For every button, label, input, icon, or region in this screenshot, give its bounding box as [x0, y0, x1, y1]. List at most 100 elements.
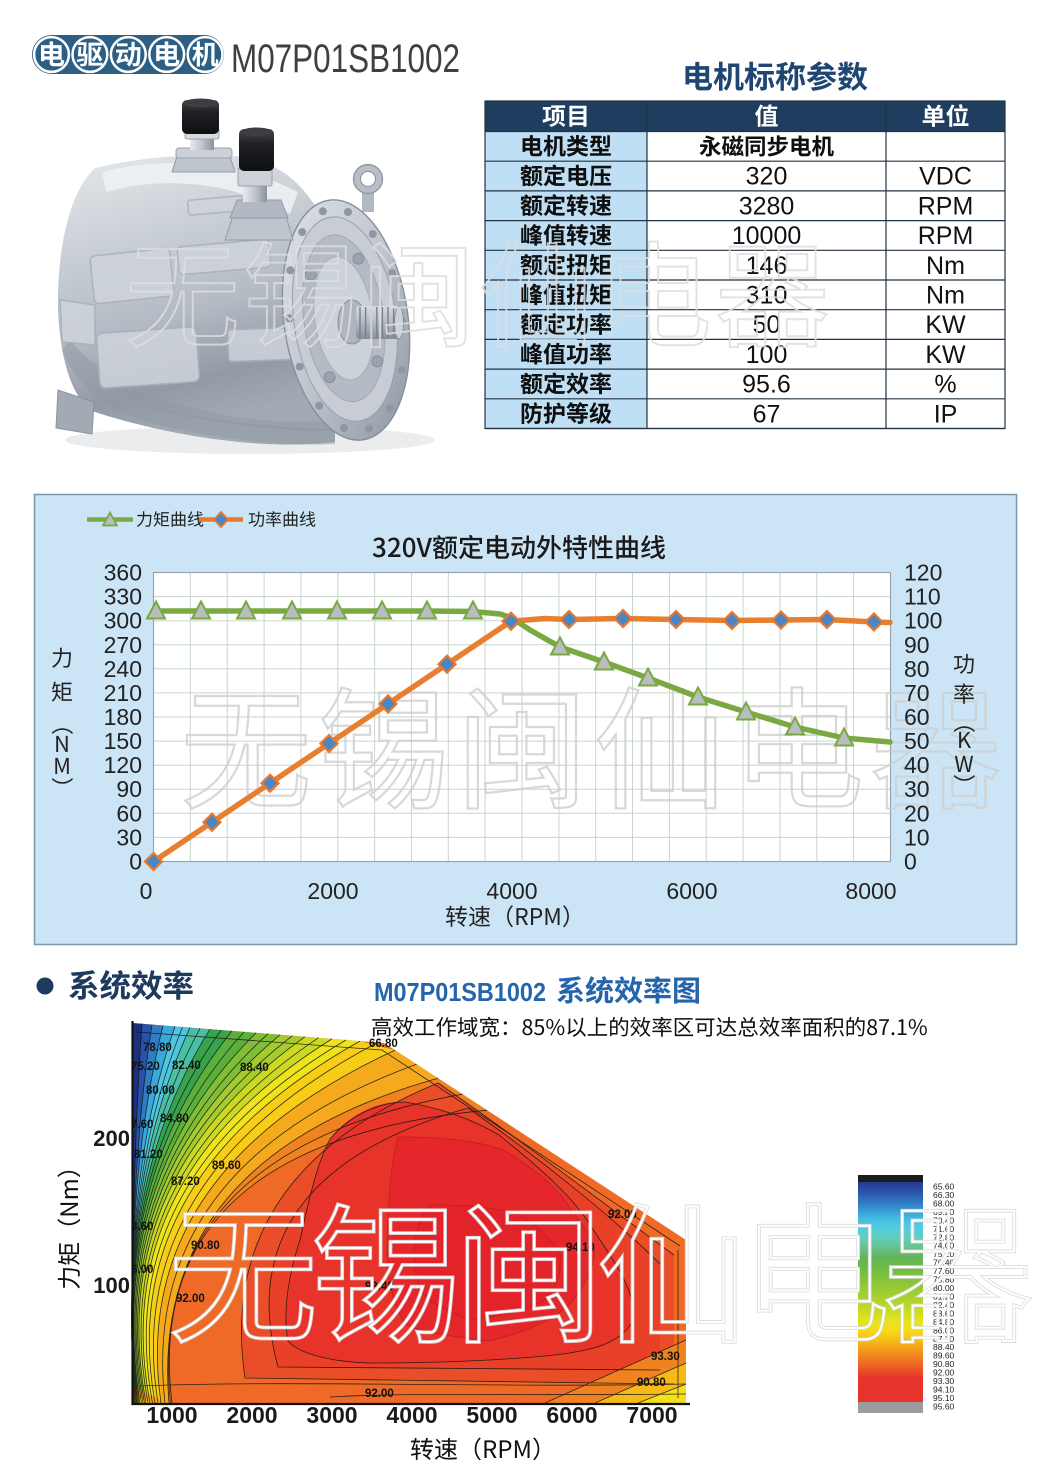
svg-text:87.20: 87.20 — [171, 1176, 200, 1188]
svg-text:82.40: 82.40 — [172, 1060, 201, 1072]
svg-text:RPM: RPM — [918, 192, 974, 220]
svg-text:6000: 6000 — [546, 1402, 597, 1428]
svg-text:KW: KW — [925, 311, 966, 339]
svg-text:84.80: 84.80 — [933, 1317, 955, 1327]
svg-text:70: 70 — [904, 680, 930, 706]
svg-text:80.00: 80.00 — [146, 1085, 175, 1097]
svg-text:80: 80 — [904, 656, 930, 682]
svg-text:94.10: 94.10 — [933, 1385, 955, 1395]
svg-text:0: 0 — [140, 878, 153, 904]
svg-text:81.20: 81.20 — [134, 1149, 163, 1161]
svg-text:300: 300 — [104, 608, 142, 634]
svg-text:150: 150 — [104, 728, 142, 754]
svg-text:30: 30 — [904, 776, 930, 802]
svg-text:10000: 10000 — [732, 222, 802, 250]
svg-text:82.40: 82.40 — [933, 1300, 955, 1310]
svg-text:Nm: Nm — [926, 252, 965, 280]
svg-text:7000: 7000 — [626, 1402, 677, 1428]
svg-text:30: 30 — [116, 824, 142, 850]
svg-text:80.00: 80.00 — [933, 1283, 955, 1293]
svg-text:%: % — [934, 371, 956, 399]
svg-text:95.10: 95.10 — [933, 1393, 955, 1403]
svg-text:92.00: 92.00 — [365, 1388, 394, 1400]
svg-text:4000: 4000 — [386, 1402, 437, 1428]
svg-text:90.80: 90.80 — [933, 1359, 955, 1369]
svg-text:2000: 2000 — [307, 878, 358, 904]
svg-text:0: 0 — [129, 849, 142, 875]
svg-text:90.80: 90.80 — [191, 1240, 220, 1252]
svg-text:100: 100 — [746, 341, 788, 369]
svg-text:10: 10 — [904, 824, 930, 850]
svg-text:270: 270 — [104, 632, 142, 658]
svg-text:76.40: 76.40 — [933, 1258, 955, 1268]
svg-text:200: 200 — [93, 1126, 130, 1151]
svg-text:8000: 8000 — [845, 878, 896, 904]
svg-text:75.20: 75.20 — [131, 1061, 160, 1073]
svg-text:3280: 3280 — [739, 192, 795, 220]
svg-text:120: 120 — [104, 752, 142, 778]
svg-text:KW: KW — [925, 341, 966, 369]
svg-text:M07P01SB1002: M07P01SB1002 — [374, 977, 546, 1007]
svg-text:110: 110 — [904, 584, 941, 610]
svg-text:71.60: 71.60 — [933, 1224, 955, 1234]
svg-text:2000: 2000 — [226, 1402, 277, 1428]
svg-text:83.60: 83.60 — [933, 1308, 955, 1318]
svg-text:0: 0 — [904, 849, 917, 875]
svg-text:66.30: 66.30 — [933, 1190, 955, 1200]
svg-text:72.80: 72.80 — [933, 1232, 955, 1242]
svg-text:90: 90 — [904, 632, 930, 658]
svg-text:92.00: 92.00 — [933, 1368, 955, 1378]
svg-text:93.30: 93.30 — [933, 1376, 955, 1386]
svg-text:66.80: 66.80 — [369, 1038, 398, 1050]
svg-text:5000: 5000 — [466, 1402, 517, 1428]
svg-text:360: 360 — [104, 560, 142, 586]
svg-text:210: 210 — [104, 680, 142, 706]
svg-text:77.60: 77.60 — [933, 1266, 955, 1276]
svg-text:6.00: 6.00 — [131, 1264, 153, 1276]
svg-text:6000: 6000 — [666, 878, 717, 904]
svg-text:120: 120 — [904, 560, 942, 586]
svg-text:70.40: 70.40 — [933, 1215, 955, 1225]
svg-text:330: 330 — [104, 584, 142, 610]
svg-text:89.60: 89.60 — [212, 1160, 241, 1172]
svg-text:74.00: 74.00 — [933, 1241, 955, 1251]
svg-text:M07P01SB1002: M07P01SB1002 — [231, 37, 460, 81]
svg-text:95.60: 95.60 — [933, 1402, 955, 1412]
svg-text:180: 180 — [104, 704, 142, 730]
svg-text:4000: 4000 — [486, 878, 537, 904]
svg-text:90: 90 — [116, 776, 142, 802]
svg-text:78.80: 78.80 — [933, 1275, 955, 1285]
svg-text:7.60: 7.60 — [131, 1119, 153, 1131]
svg-text:86.00: 86.00 — [933, 1325, 955, 1335]
svg-text:40: 40 — [904, 752, 930, 778]
svg-text:92.00: 92.00 — [176, 1293, 205, 1305]
svg-text:100: 100 — [904, 608, 942, 634]
svg-text:88.40: 88.40 — [240, 1062, 269, 1074]
svg-text:20: 20 — [904, 800, 930, 826]
svg-text:90.80: 90.80 — [637, 1377, 666, 1389]
svg-text:60: 60 — [904, 704, 930, 730]
svg-text:RPM: RPM — [918, 222, 974, 250]
svg-text:IP: IP — [934, 400, 958, 428]
svg-text:3.60: 3.60 — [131, 1221, 153, 1233]
svg-text:87.20: 87.20 — [933, 1334, 955, 1344]
svg-text:95.6: 95.6 — [742, 371, 791, 399]
svg-text:65.60: 65.60 — [933, 1182, 955, 1192]
svg-text:100: 100 — [93, 1273, 130, 1298]
svg-text:1000: 1000 — [146, 1402, 197, 1428]
svg-text:Nm: Nm — [926, 282, 965, 310]
svg-text:60: 60 — [116, 800, 142, 826]
svg-text:89.60: 89.60 — [933, 1351, 955, 1361]
svg-text:67: 67 — [753, 400, 781, 428]
svg-text:75.20: 75.20 — [933, 1249, 955, 1259]
svg-text:84.80: 84.80 — [160, 1113, 189, 1125]
svg-text:88.40: 88.40 — [933, 1342, 955, 1352]
svg-text:146: 146 — [746, 252, 788, 280]
svg-text:50: 50 — [904, 728, 930, 754]
svg-text:240: 240 — [104, 656, 142, 682]
svg-text:VDC: VDC — [919, 163, 972, 191]
svg-text:78.80: 78.80 — [143, 1042, 172, 1054]
svg-text:3000: 3000 — [306, 1402, 357, 1428]
svg-text:320: 320 — [746, 163, 788, 191]
svg-text:68.00: 68.00 — [933, 1198, 955, 1208]
